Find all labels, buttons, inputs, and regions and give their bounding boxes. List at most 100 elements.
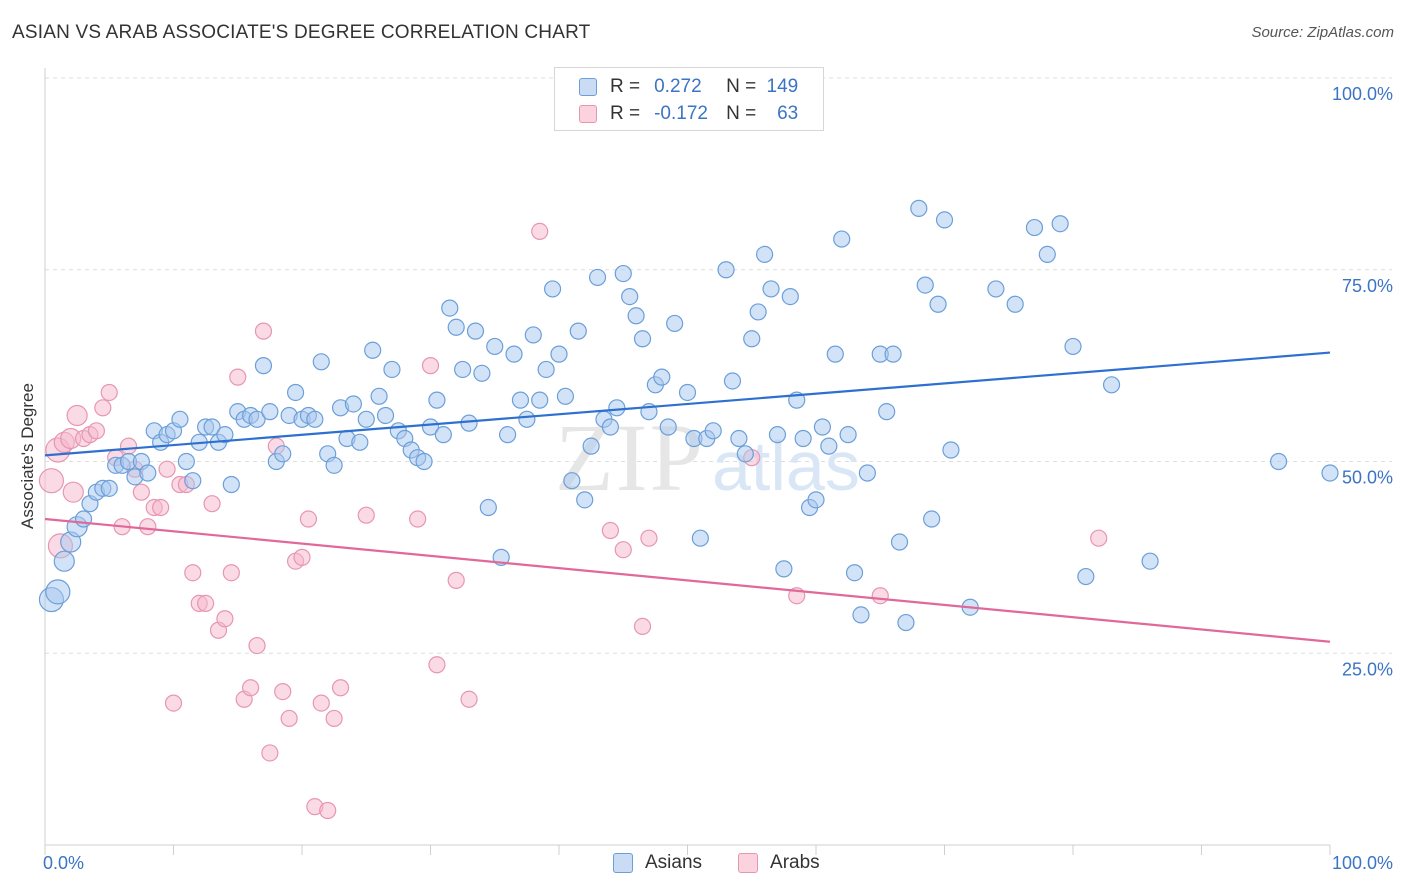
arabs-point: [428, 656, 446, 674]
asians-point: [678, 383, 697, 402]
arabs-point: [299, 510, 318, 528]
asians-point: [614, 264, 632, 283]
asians-point: [717, 261, 735, 279]
grid-lines: [45, 77, 1392, 654]
asians-point: [833, 230, 851, 248]
n-label: N =: [726, 76, 757, 97]
r-label: R =: [610, 103, 641, 124]
asians-point: [691, 529, 709, 547]
asians-point: [942, 441, 960, 459]
asians-point: [755, 245, 774, 264]
asians-point: [987, 280, 1005, 298]
asians-point: [916, 276, 934, 294]
asians-point: [762, 280, 780, 298]
asians-swatch: [579, 78, 597, 96]
arabs-point: [409, 510, 427, 528]
asians-point: [370, 387, 388, 405]
r-label: R =: [610, 76, 641, 97]
asians-point: [45, 579, 71, 605]
asians-point: [505, 345, 523, 363]
asians-point: [511, 391, 530, 409]
asians-point: [730, 429, 748, 448]
y-tick-labels: 100.0% 75.0% 50.0% 25.0%: [1332, 84, 1393, 679]
x-tick-label-right: 100.0%: [1332, 853, 1393, 873]
asians-point: [286, 383, 305, 402]
legend-item-asians[interactable]: Asians: [613, 852, 702, 874]
asians-point: [1051, 215, 1069, 233]
arabs-point: [222, 564, 240, 582]
asians-point: [203, 418, 221, 436]
arabs-point: [132, 483, 150, 501]
asians-point: [415, 452, 433, 471]
arabs-point: [261, 744, 279, 762]
arabs-point: [280, 709, 298, 728]
asians-point: [434, 426, 452, 444]
arabs-point: [319, 801, 337, 820]
arabs-point: [421, 357, 440, 375]
arabs-point: [601, 521, 620, 540]
asians-point: [376, 406, 395, 425]
asians-point: [736, 445, 754, 463]
asians-points: [38, 199, 1339, 632]
arabs-point: [357, 506, 375, 524]
n-value: 149: [766, 76, 799, 97]
asians-point: [588, 268, 607, 287]
legend-row-asians: R = 0.272 N = 149: [579, 75, 798, 99]
asians-point: [1077, 567, 1095, 586]
asians-point: [923, 510, 941, 528]
arabs-point: [331, 679, 350, 697]
asians-point: [274, 445, 292, 463]
asians-point: [312, 353, 330, 371]
asians-point: [621, 287, 639, 306]
asians-point: [858, 464, 877, 482]
y-tick-label: 25.0%: [1342, 659, 1393, 679]
asians-point: [601, 418, 620, 436]
asians-point: [171, 410, 189, 428]
asians-point: [749, 303, 767, 321]
asians-point: [537, 360, 555, 379]
asians-point: [910, 199, 928, 217]
arabs-point: [38, 468, 65, 494]
asians-point: [447, 318, 465, 336]
asians-point: [177, 452, 195, 471]
arabs-point: [1090, 529, 1108, 547]
asians-point: [222, 475, 240, 494]
asians-point: [351, 433, 369, 451]
y-tick-label: 50.0%: [1342, 468, 1393, 488]
asians-point: [184, 472, 202, 490]
arabs-trend-line: [44, 517, 1331, 643]
arabs-swatch: [579, 105, 597, 123]
arabs-point: [871, 587, 889, 605]
asians-point: [1321, 464, 1339, 482]
asians-point: [807, 491, 825, 509]
trend-lines: [44, 351, 1331, 643]
chart-title: ASIAN VS ARAB ASSOCIATE'S DEGREE CORRELA…: [12, 22, 591, 43]
asians-point: [563, 472, 581, 490]
asians-point: [569, 322, 587, 340]
arabs-point: [325, 709, 343, 728]
legend-row-arabs: R = -0.172 N = 63: [579, 102, 798, 126]
asians-point: [473, 364, 491, 382]
asians-point: [781, 287, 799, 306]
arabs-point: [242, 679, 260, 697]
correlation-legend: R = 0.272 N = 149 R = -0.172 N = 63: [554, 67, 824, 131]
asians-legend-swatch: [613, 853, 633, 873]
arabs-point: [197, 594, 215, 612]
y-tick-label: 100.0%: [1332, 84, 1393, 104]
y-tick-label: 75.0%: [1342, 276, 1393, 296]
arabs-point: [254, 322, 273, 340]
asians-point: [633, 330, 652, 348]
asians-point: [53, 550, 75, 572]
asians-point: [884, 345, 902, 363]
y-axis-label: Associate's Degree: [18, 383, 37, 529]
asians-point: [852, 606, 870, 624]
asians-point: [364, 341, 382, 359]
legend-item-arabs[interactable]: Arabs: [738, 852, 820, 874]
asians-point: [653, 368, 671, 386]
watermark: ZIP: [555, 404, 705, 511]
arabs-point: [640, 529, 658, 547]
arabs-point: [94, 399, 112, 417]
asians-point: [454, 360, 472, 379]
arabs-point: [216, 610, 234, 628]
